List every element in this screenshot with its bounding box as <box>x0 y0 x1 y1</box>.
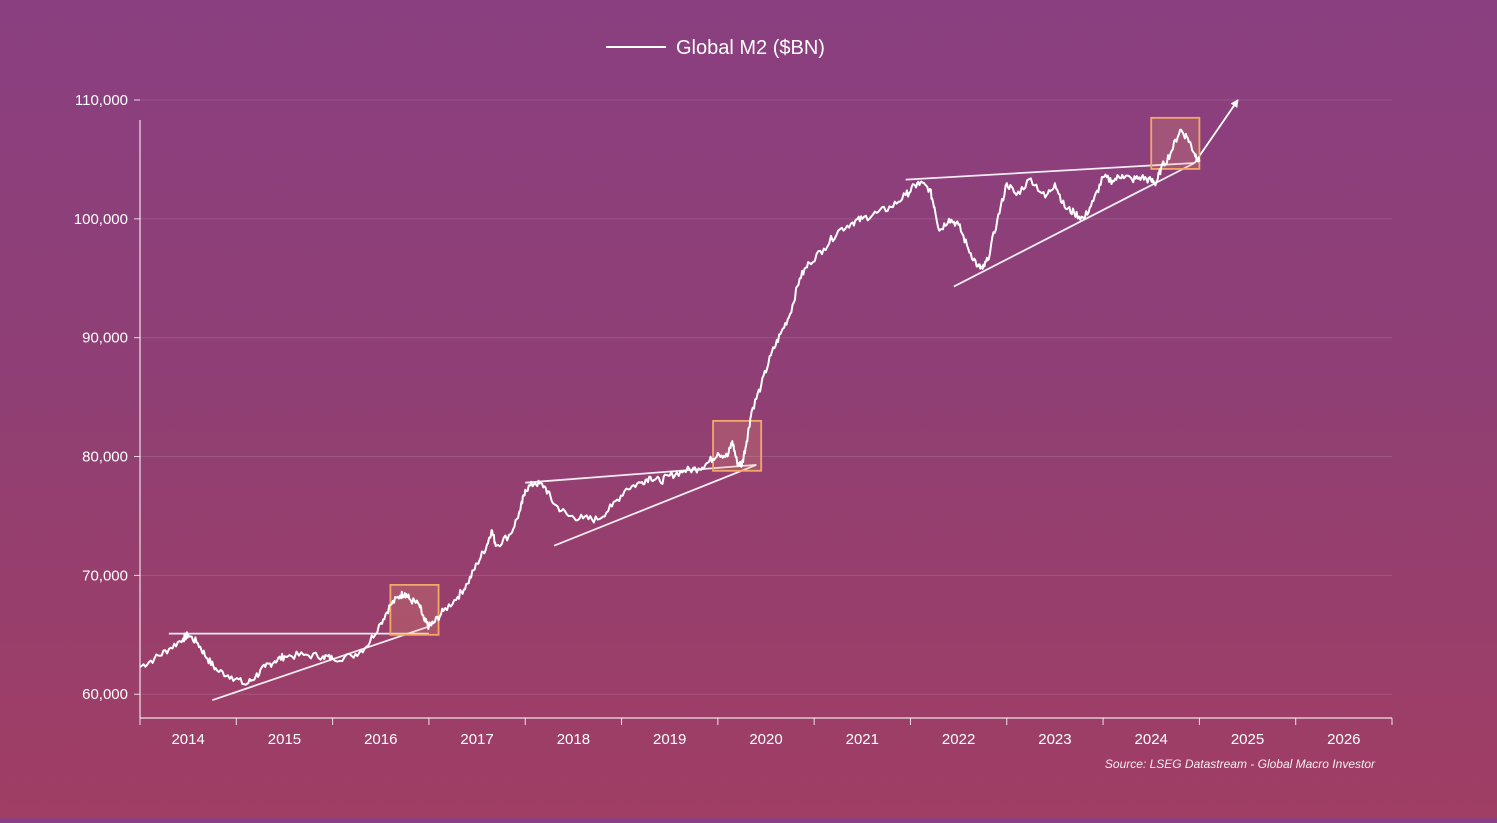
x-tick-label: 2021 <box>846 731 879 748</box>
x-tick-label: 2014 <box>171 731 204 748</box>
grid <box>140 99 1392 695</box>
legend: Global M2 ($BN) <box>606 37 825 59</box>
x-tick-label: 2026 <box>1327 731 1360 748</box>
source-note: Source: LSEG Datastream - Global Macro I… <box>1105 757 1376 771</box>
x-tick-label: 2020 <box>749 731 782 748</box>
y-tick-label: 80,000 <box>82 449 128 466</box>
y-tick-label: 90,000 <box>82 330 128 347</box>
trendline <box>525 463 757 484</box>
series-layer <box>139 128 1201 686</box>
legend-label: Global M2 ($BN) <box>676 37 825 59</box>
y-tick-label: 70,000 <box>82 567 128 584</box>
highlight-boxes <box>389 116 1201 636</box>
x-tick-label: 2018 <box>557 731 590 748</box>
trendlines <box>168 99 1239 702</box>
series-line-global-m2 <box>139 128 1201 686</box>
x-tick-label: 2024 <box>1135 731 1168 748</box>
x-tick-label: 2025 <box>1231 731 1264 748</box>
x-tick-label: 2015 <box>268 731 301 748</box>
trendline <box>553 464 757 547</box>
trendline <box>905 162 1195 181</box>
trendline <box>953 162 1195 288</box>
trend-arrow <box>1193 99 1239 164</box>
trendline <box>211 625 430 702</box>
y-tick-label: 60,000 <box>82 686 128 703</box>
x-tick-label: 2022 <box>942 731 975 748</box>
x-tick-label: 2016 <box>364 731 397 748</box>
y-tick-label: 110,000 <box>75 92 128 109</box>
x-tick-label: 2023 <box>1038 731 1071 748</box>
highlight-box <box>1150 116 1201 170</box>
y-tick-label: 100,000 <box>74 211 128 228</box>
x-tick-label: 2017 <box>460 731 493 748</box>
axes: 60,000 70,000 80,000 90,000 100,000 110,000 20… <box>74 92 1393 748</box>
x-tick-label: 2019 <box>653 731 686 748</box>
highlight-box <box>389 583 440 636</box>
